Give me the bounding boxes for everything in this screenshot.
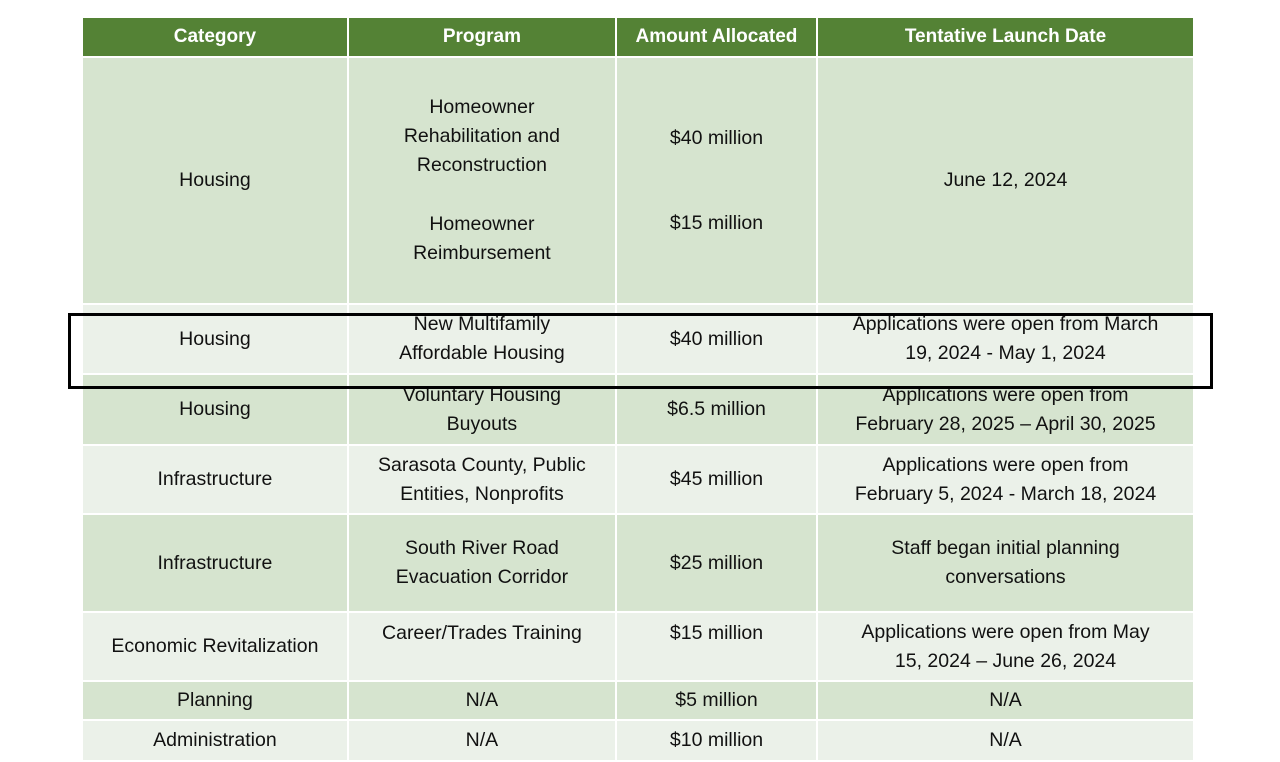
table-row: Planning N/A $5 million N/A xyxy=(83,682,1193,719)
table-row: Housing New Multifamily Affordable Housi… xyxy=(83,305,1193,373)
date-cell: Applications were open from March 19, 20… xyxy=(818,305,1193,373)
program-item: Homeowner Reimbursement xyxy=(413,213,551,264)
header-row: Category Program Amount Allocated Tentat… xyxy=(83,18,1193,56)
program-cell: Career/Trades Training xyxy=(348,613,615,680)
category-cell: Planning xyxy=(83,682,347,719)
amount-cell: $40 million $15 million xyxy=(616,58,817,303)
amount-cell: $25 million xyxy=(616,515,817,611)
table-row: Infrastructure Sarasota County, Public E… xyxy=(83,446,1193,513)
category-cell: Housing xyxy=(83,375,347,444)
program-cell: South River Road Evacuation Corridor xyxy=(348,515,615,611)
category-cell: Administration xyxy=(83,721,347,760)
program-cell: N/A xyxy=(348,682,615,719)
amount-item: $40 million xyxy=(669,126,764,149)
program-cell: N/A xyxy=(348,721,615,760)
table-row: Housing Homeowner Rehabilitation and Rec… xyxy=(83,58,1193,303)
date-cell: Applications were open from February 5, … xyxy=(818,446,1193,513)
header-category: Category xyxy=(83,18,347,56)
amount-cell: $40 million xyxy=(616,305,817,373)
category-cell: Infrastructure xyxy=(83,515,347,611)
program-cell: Voluntary Housing Buyouts xyxy=(348,375,615,444)
program-stack: Homeowner Rehabilitation and Reconstruct… xyxy=(357,93,607,268)
header-amount: Amount Allocated xyxy=(616,18,817,56)
amount-cell: $10 million xyxy=(616,721,817,760)
program-cell: New Multifamily Affordable Housing xyxy=(348,305,615,373)
header-program: Program xyxy=(348,18,615,56)
header-date: Tentative Launch Date xyxy=(818,18,1193,56)
category-cell: Housing xyxy=(83,305,347,373)
table-row: Economic Revitalization Career/Trades Tr… xyxy=(83,613,1193,680)
date-cell: N/A xyxy=(818,682,1193,719)
program-item: Homeowner Rehabilitation and Reconstruct… xyxy=(403,96,560,176)
category-cell: Economic Revitalization xyxy=(83,613,347,680)
allocation-table: Category Program Amount Allocated Tentat… xyxy=(81,16,1195,762)
date-cell: June 12, 2024 xyxy=(818,58,1193,303)
category-cell: Infrastructure xyxy=(83,446,347,513)
date-cell: Applications were open from February 28,… xyxy=(818,375,1193,444)
date-cell: N/A xyxy=(818,721,1193,760)
amount-item: $15 million xyxy=(669,211,764,234)
date-cell: Staff began initial planning conversatio… xyxy=(818,515,1193,611)
amount-cell: $6.5 million xyxy=(616,375,817,444)
program-cell: Sarasota County, Public Entities, Nonpro… xyxy=(348,446,615,513)
date-cell: Applications were open from May 15, 2024… xyxy=(818,613,1193,680)
table-row: Infrastructure South River Road Evacuati… xyxy=(83,515,1193,611)
program-cell: Homeowner Rehabilitation and Reconstruct… xyxy=(348,58,615,303)
amount-stack: $40 million $15 million xyxy=(625,124,808,238)
amount-cell: $15 million xyxy=(616,613,817,680)
table-row-highlighted: Housing Voluntary Housing Buyouts $6.5 m… xyxy=(83,375,1193,444)
table-row: Administration N/A $10 million N/A xyxy=(83,721,1193,760)
amount-cell: $45 million xyxy=(616,446,817,513)
amount-cell: $5 million xyxy=(616,682,817,719)
category-cell: Housing xyxy=(83,58,347,303)
